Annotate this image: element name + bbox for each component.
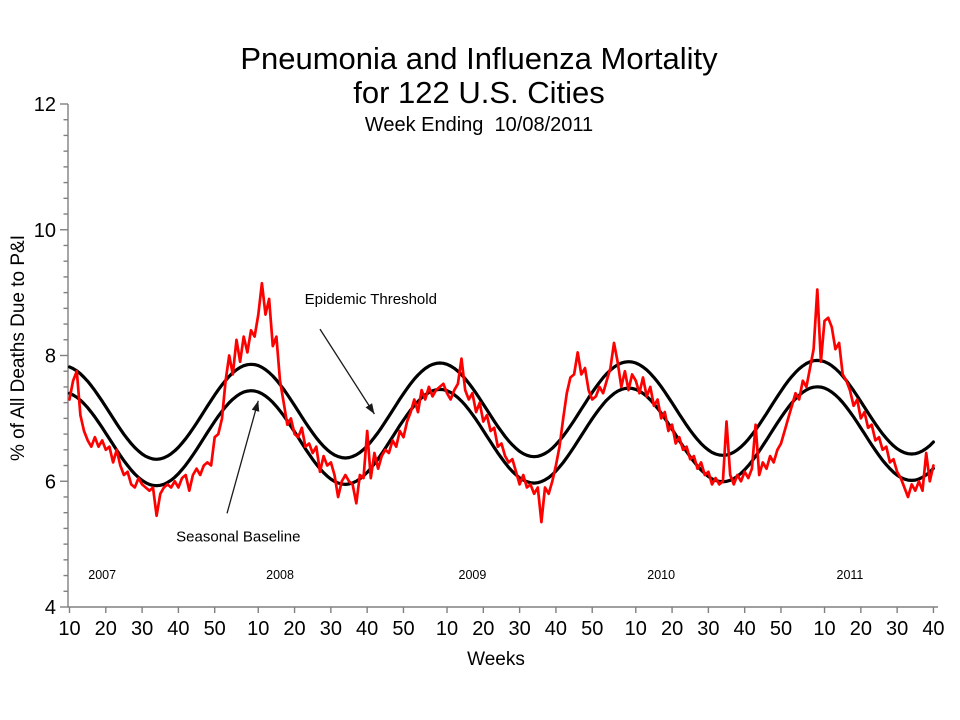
x-tick-label: 50 [204, 618, 226, 640]
x-tick-label: 40 [922, 618, 944, 640]
y-tick-label: 10 [34, 220, 56, 242]
x-tick-label: 30 [508, 618, 530, 640]
x-tick-label: 20 [472, 618, 494, 640]
x-tick-label: 40 [167, 618, 189, 640]
annotations: Epidemic Threshold Seasonal Baseline [176, 291, 437, 546]
seasonal-baseline-label: Seasonal Baseline [176, 529, 300, 546]
data-series [67, 281, 936, 524]
x-tick-label: 30 [320, 618, 342, 640]
year-labels: 2007 2008 2009 2010 2011 [88, 568, 863, 582]
year-label: 2011 [837, 568, 864, 582]
x-tick-label: 20 [850, 618, 872, 640]
x-tick-label: 50 [581, 618, 603, 640]
x-tick-label: 10 [813, 618, 835, 640]
y-tick-label: 8 [45, 346, 56, 368]
x-tick-label: 20 [95, 618, 117, 640]
axes [60, 103, 938, 613]
annotation-arrow [319, 328, 375, 415]
x-tick-label: 40 [734, 618, 756, 640]
x-tick-label: 10 [58, 618, 80, 640]
tick-labels: 4 6 8 10 12 10 20 30 40 50 10 20 30 40 50 10 20 30 40 50 10 2… [34, 94, 945, 640]
x-tick-label: 40 [356, 618, 378, 640]
x-tick-label: 50 [392, 618, 414, 640]
chart-title-line1: Pneumonia and Influenza Mortality [240, 41, 718, 76]
x-tick-label: 30 [697, 618, 719, 640]
seasonal-baseline-curve [67, 385, 936, 488]
chart-subtitle: Week Ending 10/08/2011 [364, 114, 594, 136]
x-tick-label: 10 [625, 618, 647, 640]
x-axis-title: Weeks [467, 649, 525, 670]
epidemic-threshold-curve [67, 358, 936, 461]
x-tick-label: 20 [661, 618, 683, 640]
observed-pni-line [68, 281, 935, 524]
annotation-arrow [226, 400, 260, 514]
chart-title-line2: for 122 U.S. Cities [353, 75, 605, 110]
y-tick-label: 6 [45, 471, 56, 493]
year-label: 2010 [647, 568, 675, 582]
x-tick-label: 10 [436, 618, 458, 640]
x-tick-label: 10 [247, 618, 269, 640]
x-tick-label: 20 [283, 618, 305, 640]
y-tick-label: 12 [34, 94, 56, 116]
y-tick-label: 4 [45, 597, 56, 619]
year-label: 2009 [459, 568, 487, 582]
year-label: 2007 [88, 568, 116, 582]
x-tick-label: 30 [886, 618, 908, 640]
x-tick-label: 30 [131, 618, 153, 640]
x-tick-label: 40 [545, 618, 567, 640]
chart-title-block: Pneumonia and Influenza Mortality for 12… [0, 42, 958, 139]
epidemic-threshold-label: Epidemic Threshold [305, 291, 437, 308]
x-tick-label: 50 [770, 618, 792, 640]
y-axis-title: % of All Deaths Due to P&I [8, 235, 29, 461]
year-label: 2008 [266, 568, 294, 582]
